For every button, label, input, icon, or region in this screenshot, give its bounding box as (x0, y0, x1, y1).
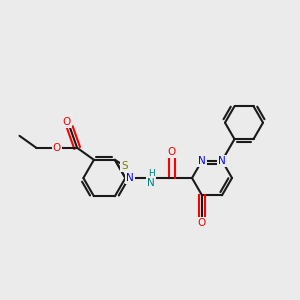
Text: O: O (167, 147, 176, 157)
Text: O: O (198, 218, 206, 228)
Text: N: N (198, 156, 206, 166)
Text: H: H (148, 169, 154, 178)
Text: N: N (218, 156, 226, 166)
Text: N: N (126, 173, 134, 183)
Text: S: S (122, 161, 128, 171)
Text: O: O (63, 117, 71, 128)
Text: N: N (147, 178, 155, 188)
Text: O: O (52, 143, 61, 153)
